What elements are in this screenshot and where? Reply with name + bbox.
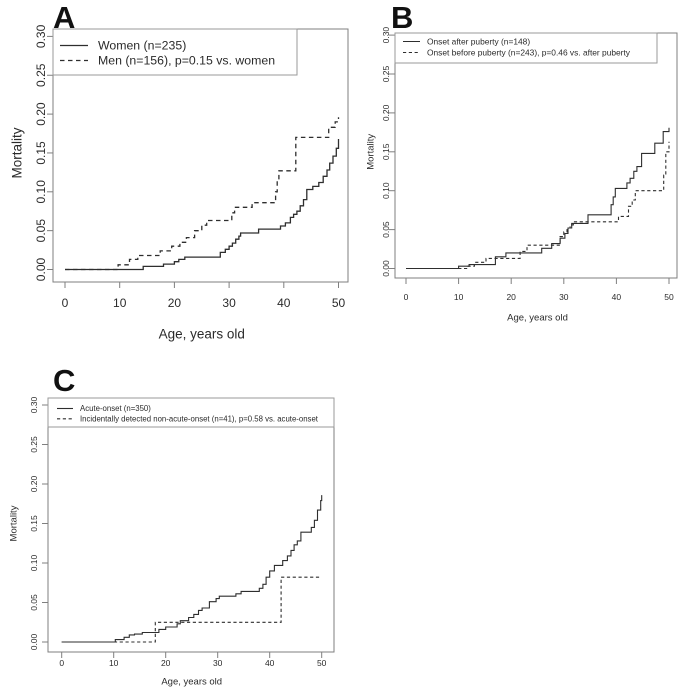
svg-text:0.25: 0.25 (34, 63, 48, 87)
svg-text:Age, years old: Age, years old (507, 313, 568, 324)
svg-text:0.15: 0.15 (29, 515, 39, 532)
svg-text:Mortality: Mortality (9, 505, 20, 541)
svg-text:0.05: 0.05 (381, 221, 391, 238)
panel-a: A 0 10 20 30 40 50 0.00 0.05 0.10 0.15 0.20 0.25 0.3… (0, 0, 370, 345)
panel-c-letter: C (53, 363, 76, 398)
svg-text:Mortality: Mortality (10, 127, 25, 178)
svg-text:Onset before puberty (n=243),: Onset before puberty (n=243), p=0.46 vs.… (427, 48, 631, 58)
svg-text:0.20: 0.20 (34, 102, 48, 126)
svg-text:Mortality: Mortality (366, 134, 377, 170)
svg-text:10: 10 (109, 658, 119, 668)
svg-text:0.25: 0.25 (29, 436, 39, 453)
svg-text:Onset after puberty (n=148): Onset after puberty (n=148) (427, 37, 530, 47)
svg-text:0.05: 0.05 (34, 219, 48, 243)
svg-text:0.00: 0.00 (34, 257, 48, 281)
svg-text:30: 30 (222, 296, 236, 310)
svg-text:0.30: 0.30 (381, 27, 391, 44)
svg-text:0: 0 (62, 296, 69, 310)
svg-text:20: 20 (168, 296, 182, 310)
panel-a-letter: A (53, 0, 76, 35)
svg-text:20: 20 (161, 658, 171, 668)
svg-text:Age, years old: Age, years old (159, 327, 245, 342)
svg-text:10: 10 (454, 292, 464, 302)
svg-text:30: 30 (559, 292, 569, 302)
svg-text:Incidentally detected non-acut: Incidentally detected non-acute-onset (n… (80, 414, 319, 423)
panel-a-survival-plot: 0 10 20 30 40 50 0.00 0.05 0.10 0.15 0.20 0.25 0.30 A… (10, 24, 349, 342)
svg-text:50: 50 (317, 658, 327, 668)
panel-b: B 0 10 20 30 40 50 0.00 0.05 0.10 0.15 0.20 0.25 0.3… (360, 0, 681, 345)
panel-c-survival-plot: 0 10 20 30 40 50 0.00 0.05 0.10 0.15 0.20 0.25 0.30 A… (9, 396, 335, 688)
panel-c: C 0 10 20 30 40 50 0.00 0.05 0.10 0.15 0.20 0.25 0.3… (0, 345, 370, 692)
svg-text:0.15: 0.15 (381, 143, 391, 160)
svg-text:Acute-onset (n=350): Acute-onset (n=350) (80, 404, 151, 413)
svg-text:Men (n=156), p=0.15 vs. women: Men (n=156), p=0.15 vs. women (98, 54, 275, 68)
svg-text:0.05: 0.05 (29, 594, 39, 611)
svg-text:0.15: 0.15 (34, 141, 48, 165)
svg-text:20: 20 (506, 292, 516, 302)
svg-text:0.00: 0.00 (29, 633, 39, 650)
svg-text:0.20: 0.20 (29, 475, 39, 492)
svg-text:30: 30 (213, 658, 223, 668)
svg-text:40: 40 (265, 658, 275, 668)
panel-b-letter: B (391, 0, 414, 35)
svg-text:0.00: 0.00 (381, 260, 391, 277)
svg-text:0.10: 0.10 (34, 180, 48, 204)
svg-text:10: 10 (113, 296, 127, 310)
panel-b-survival-plot: 0 10 20 30 40 50 0.00 0.05 0.10 0.15 0.20 0.25 0.30 A… (366, 27, 678, 324)
svg-text:Women (n=235): Women (n=235) (98, 39, 186, 53)
svg-text:40: 40 (612, 292, 622, 302)
svg-text:0.30: 0.30 (34, 24, 48, 48)
svg-text:Age, years old: Age, years old (161, 677, 222, 688)
svg-text:0.20: 0.20 (381, 104, 391, 121)
svg-text:0.10: 0.10 (381, 182, 391, 199)
svg-text:0.10: 0.10 (29, 554, 39, 571)
svg-text:50: 50 (664, 292, 674, 302)
svg-text:0.30: 0.30 (29, 396, 39, 413)
svg-text:0: 0 (59, 658, 64, 668)
svg-text:40: 40 (277, 296, 291, 310)
svg-text:0.25: 0.25 (381, 65, 391, 82)
svg-text:0: 0 (404, 292, 409, 302)
svg-text:50: 50 (332, 296, 346, 310)
